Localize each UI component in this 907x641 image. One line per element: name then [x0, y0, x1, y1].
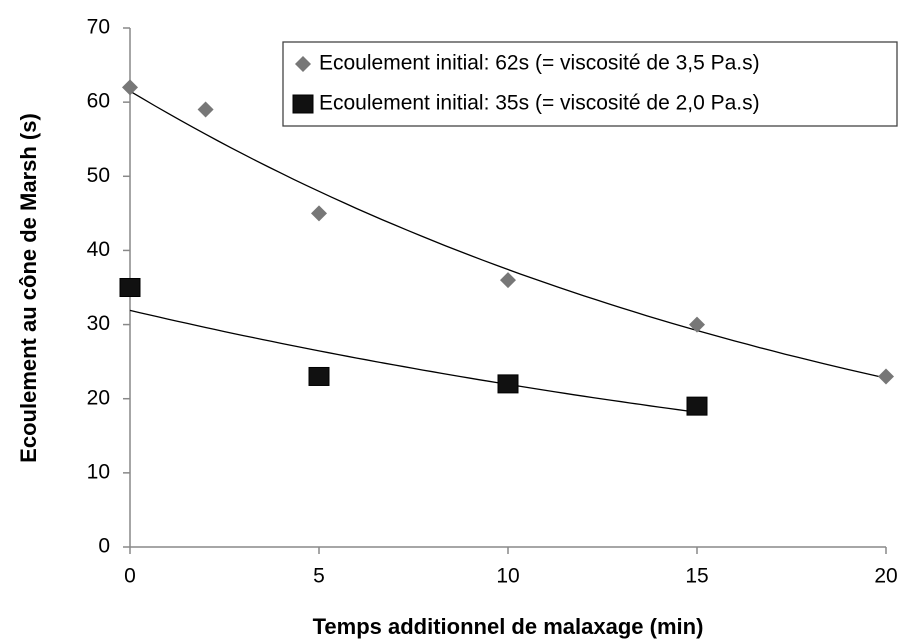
- x-axis-title: Temps additionnel de malaxage (min): [313, 614, 704, 639]
- marker-square: [119, 278, 141, 297]
- marker-diamond: [311, 205, 327, 222]
- trendline: [129, 90, 887, 379]
- y-tick-label: 50: [87, 164, 110, 187]
- marker-diamond: [500, 272, 516, 289]
- marker-diamond: [878, 368, 894, 385]
- y-tick-label: 10: [87, 460, 110, 483]
- x-tick-label: 20: [874, 565, 897, 588]
- legend-box: [282, 41, 898, 127]
- y-tick-label: 0: [98, 535, 110, 558]
- x-tick-label: 5: [313, 565, 325, 588]
- trendline: [129, 309, 698, 413]
- marker-square: [292, 94, 314, 114]
- legend-label: Ecoulement initial: 62s (= viscosité de …: [319, 52, 760, 75]
- x-tick-label: 10: [496, 565, 519, 588]
- y-tick-label: 30: [87, 312, 110, 335]
- marker-diamond: [122, 79, 138, 96]
- marker-diamond: [295, 56, 311, 72]
- x-tick-label: 15: [685, 565, 708, 588]
- marker-diamond: [689, 316, 705, 333]
- y-tick-label: 40: [87, 238, 110, 261]
- marker-diamond: [197, 101, 214, 118]
- marker-square: [308, 366, 330, 386]
- x-tick-label: 0: [124, 565, 136, 588]
- y-tick-label: 70: [87, 16, 110, 39]
- y-axis-title: Ecoulement au cône de Marsh (s): [16, 113, 41, 463]
- y-tick-label: 20: [87, 386, 110, 409]
- marker-square: [497, 374, 519, 394]
- y-tick-label: 60: [87, 90, 110, 113]
- marker-square: [686, 396, 708, 416]
- legend-label: Ecoulement initial: 35s (= viscosité de …: [319, 92, 760, 115]
